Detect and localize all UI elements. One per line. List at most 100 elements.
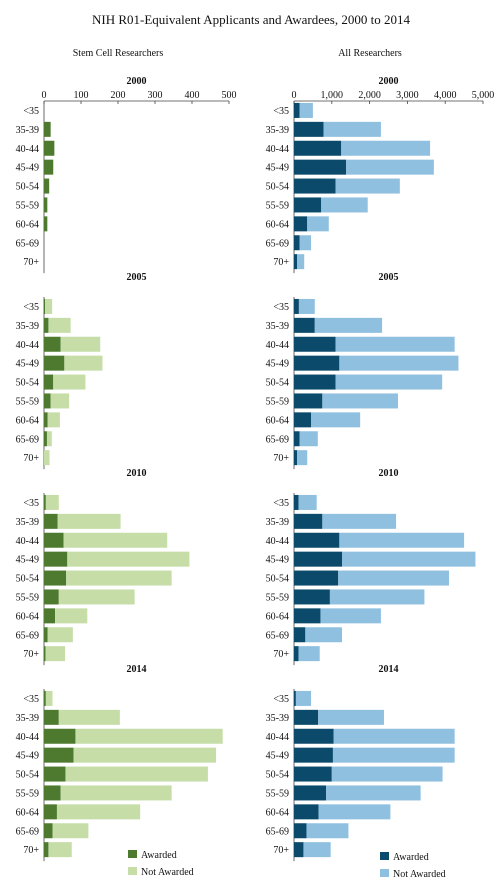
y-tick-label: 50-54 [266,182,289,193]
legend-swatch-not-awarded [380,869,389,877]
x-tick-label: 1,000 [321,90,344,101]
bar-not-awarded-50-54 [53,374,86,390]
bar-not-awarded-50-54 [66,570,172,586]
y-tick-label: 35-39 [266,713,289,724]
bar-not-awarded-70+ [44,450,50,466]
y-tick-label: 65-69 [266,238,289,249]
bar-awarded-50-54 [44,570,67,586]
panels: 2000 0 100 200 300 400 500 <35 35-39 40-44 45-49 50… [16,76,495,862]
bar-not-awarded-60-64 [320,608,381,624]
bar-awarded-<35 [294,494,299,510]
bar-awarded-35-39 [44,513,58,529]
y-tick-label: 45-49 [266,163,289,174]
bar-awarded-45-49 [294,747,333,763]
bar-not-awarded-65-69 [306,823,349,839]
bar-not-awarded-65-69 [299,431,318,447]
y-tick-label: 65-69 [266,630,289,641]
bar-awarded-40-44 [294,532,340,548]
y-tick-label: 60-64 [266,611,289,622]
bar-not-awarded-50-54 [335,178,400,194]
bar-not-awarded-65-69 [305,627,343,643]
bar-awarded-<35 [44,494,46,510]
bar-awarded-35-39 [44,317,49,333]
y-tick-label: 40-44 [266,144,289,155]
bar-not-awarded-35-39 [322,513,397,529]
bar-awarded-55-59 [44,197,48,213]
x-tick-label: 0 [292,90,297,101]
y-tick-label: 35-39 [266,125,289,136]
y-tick-label: 45-49 [16,359,39,370]
y-tick-label: 65-69 [16,238,39,249]
x-tick-label: 4,000 [434,90,457,101]
bar-awarded-55-59 [294,197,322,213]
bar-awarded-35-39 [44,709,59,725]
y-tick-label: 60-64 [16,415,39,426]
bar-awarded-45-49 [44,159,54,175]
y-tick-label: 50-54 [16,574,39,585]
panel-year: 2010 [127,468,147,479]
y-tick-label: 70+ [273,453,289,464]
x-tick-label: 5,000 [472,90,495,101]
bar-not-awarded-35-39 [318,709,384,725]
bar-not-awarded-45-49 [67,551,190,567]
bar-not-awarded-55-59 [60,785,172,801]
bar-not-awarded-60-64 [318,804,391,820]
bar-not-awarded-40-44 [75,728,223,744]
legend-label-awarded: Awarded [393,852,429,863]
legend-label-not-awarded: Not Awarded [141,867,194,878]
y-tick-label: <35 [273,302,289,313]
y-tick-label: 70+ [273,649,289,660]
bar-awarded-65-69 [44,627,48,643]
y-tick-label: 45-49 [16,555,39,566]
bar-awarded-40-44 [294,336,336,352]
bar-not-awarded-<35 [45,298,53,314]
bar-not-awarded-65-69 [46,431,52,447]
bar-not-awarded-60-64 [307,216,329,232]
bar-not-awarded-45-49 [339,355,459,371]
panel-all-2005: 2005 <35 35-39 40-44 45-49 50-54 55-59 60-64 65-… [266,272,459,470]
bar-awarded-40-44 [44,728,76,744]
y-tick-label: 45-49 [266,359,289,370]
y-tick-label: 60-64 [16,219,39,230]
y-tick-label: 40-44 [266,536,289,547]
bar-awarded-45-49 [294,551,343,567]
bar-not-awarded-70+ [297,254,305,270]
bar-awarded-60-64 [294,608,321,624]
bar-awarded-65-69 [294,627,306,643]
bar-awarded-45-49 [44,747,74,763]
bar-awarded-65-69 [294,823,307,839]
bar-awarded-<35 [294,690,296,706]
panel-year: 2000 [127,76,147,87]
bar-awarded-60-64 [44,412,48,428]
bar-not-awarded-45-49 [342,551,476,567]
bar-not-awarded-50-54 [335,374,443,390]
legend-swatch-awarded [128,850,137,858]
x-tick-label: 100 [74,90,89,101]
bar-not-awarded-55-59 [326,785,421,801]
panel-stem-2005: 2005 <35 35-39 40-44 45-49 50-54 55-59 60-64 65-… [16,272,147,470]
bar-awarded-60-64 [44,608,56,624]
y-tick-label: <35 [273,694,289,705]
bar-awarded-40-44 [44,140,55,156]
y-tick-label: 60-64 [16,807,39,818]
y-tick-label: 50-54 [16,770,39,781]
y-tick-label: 50-54 [16,182,39,193]
bar-not-awarded-55-59 [58,589,135,605]
bar-not-awarded-70+ [303,842,331,858]
y-tick-label: 65-69 [266,434,289,445]
y-tick-label: <35 [273,498,289,509]
y-tick-label: 55-59 [16,788,39,799]
y-tick-label: 50-54 [266,378,289,389]
bar-not-awarded-50-54 [331,766,443,782]
bar-awarded-<35 [294,102,300,118]
bar-awarded-55-59 [44,393,51,409]
bar-awarded-35-39 [294,513,323,529]
x-tick-label: 2,000 [358,90,381,101]
y-tick-label: 45-49 [16,751,39,762]
bar-awarded-55-59 [294,393,323,409]
y-tick-label: 55-59 [266,592,289,603]
y-tick-label: 70+ [23,257,39,268]
y-tick-label: 60-64 [266,807,289,818]
bar-not-awarded-35-39 [323,121,381,137]
y-tick-label: 35-39 [16,517,39,528]
